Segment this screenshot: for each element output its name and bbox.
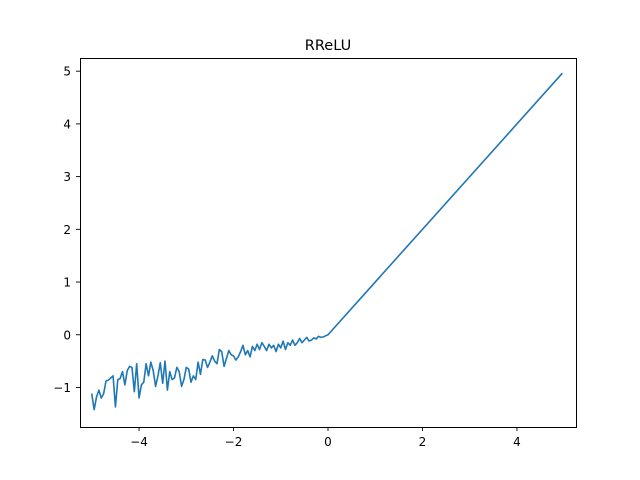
y-tick-label: 5 [63, 65, 71, 79]
axes-frame [80, 58, 577, 428]
y-tick-label: 0 [63, 328, 71, 342]
x-tick-label: −4 [130, 435, 148, 449]
x-tick-label: 4 [513, 435, 521, 449]
y-tick-label: 1 [63, 276, 71, 290]
plot-area [90, 72, 563, 411]
y-tick-label: 2 [63, 223, 71, 237]
y-axis: −1 0 1 2 3 4 5 [53, 65, 80, 395]
series-line [90, 72, 563, 411]
x-tick-label: 2 [419, 435, 427, 449]
chart-title: RReLU [305, 38, 351, 54]
x-tick-label: −2 [225, 435, 243, 449]
y-tick-label: 3 [63, 170, 71, 184]
x-tick-label: 0 [324, 435, 332, 449]
y-tick-label: −1 [53, 381, 71, 395]
y-tick-label: 4 [63, 117, 71, 131]
x-axis: −4 −2 0 2 4 [130, 427, 521, 449]
